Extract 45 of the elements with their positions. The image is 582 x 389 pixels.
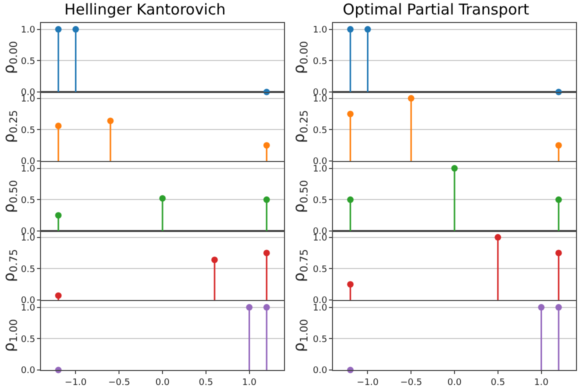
y-tick-label: 1.0 bbox=[312, 25, 328, 36]
point bbox=[494, 234, 502, 241]
y-tick-label: 0.5 bbox=[312, 126, 328, 136]
point bbox=[55, 292, 62, 300]
y-tick-label: 1.0 bbox=[20, 94, 36, 105]
y-tick-label: 0.5 bbox=[312, 334, 328, 344]
y-tick-label: 0.5 bbox=[20, 334, 36, 344]
y-tick-label: 1.0 bbox=[312, 94, 328, 105]
x-tick-label: 0.0 bbox=[447, 377, 462, 388]
x-tick-label: 1.0 bbox=[534, 377, 549, 388]
point bbox=[55, 123, 62, 130]
x-tick-label: −1.0 bbox=[356, 377, 379, 388]
x-tick-label: −0.5 bbox=[400, 377, 422, 388]
y-tick-label: 1.0 bbox=[20, 303, 36, 314]
point bbox=[159, 194, 166, 202]
chart-title: Optimal Partial Transport bbox=[342, 0, 530, 18]
y-tick-label: 1.0 bbox=[20, 25, 36, 36]
point bbox=[347, 111, 354, 118]
chart-title: Hellinger Kantorovich bbox=[64, 0, 226, 18]
y-tick-label: 0.0 bbox=[20, 366, 36, 376]
y-tick-label: 0.5 bbox=[312, 56, 328, 67]
x-tick-label: 0.5 bbox=[198, 377, 214, 388]
y-tick-label: 0.5 bbox=[312, 264, 328, 275]
y-tick-label: 1.0 bbox=[312, 303, 328, 314]
point bbox=[555, 250, 562, 256]
x-tick-label: 0.5 bbox=[490, 377, 506, 388]
point bbox=[555, 142, 562, 149]
y-tick-label: 0.5 bbox=[20, 56, 36, 67]
x-tick-label: −1.0 bbox=[64, 377, 87, 388]
point bbox=[55, 212, 62, 218]
point bbox=[263, 196, 270, 203]
point bbox=[408, 95, 414, 102]
y-tick-label: 0.5 bbox=[20, 264, 36, 275]
x-tick-label: 1.0 bbox=[242, 377, 257, 388]
x-tick-label: 0.0 bbox=[155, 377, 170, 388]
point bbox=[107, 118, 114, 124]
y-tick-label: 0.5 bbox=[20, 196, 36, 206]
point bbox=[347, 281, 354, 288]
point bbox=[263, 142, 270, 149]
y-tick-label: 0.5 bbox=[20, 126, 36, 136]
y-tick-label: 0.0 bbox=[312, 366, 328, 376]
y-tick-label: 0.5 bbox=[312, 196, 328, 206]
x-tick-label: −0.5 bbox=[108, 377, 130, 388]
point bbox=[211, 256, 218, 264]
point bbox=[263, 250, 270, 256]
